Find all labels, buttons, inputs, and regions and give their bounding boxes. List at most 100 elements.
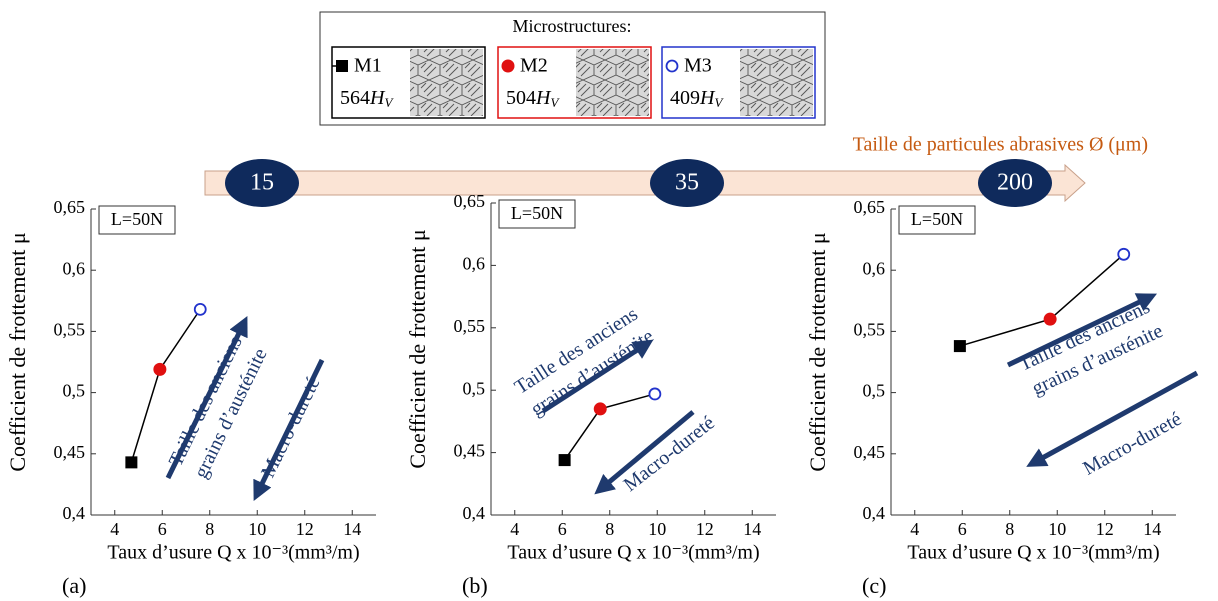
- point: [125, 456, 138, 469]
- x-tick-label: 6: [158, 519, 167, 539]
- y-tick-label: 0,4: [63, 503, 86, 523]
- size-bubble: [225, 159, 299, 207]
- legend-entry-frame: [661, 46, 816, 119]
- legend-name: M2: [520, 55, 548, 77]
- legend-name: M3: [684, 55, 712, 77]
- point: [593, 402, 607, 416]
- x-tick-label: 4: [110, 519, 119, 539]
- x-tick-label: 4: [510, 519, 519, 539]
- hardness-unit-sub: V: [714, 95, 724, 110]
- microstructure-image: [410, 49, 483, 116]
- y-tick-label: 0,55: [454, 316, 486, 336]
- x-tick-label: 12: [1096, 519, 1114, 539]
- annotation: Macro-dureté: [1079, 408, 1185, 480]
- size-arrow: [204, 163, 1086, 203]
- x-tick-label: 12: [696, 519, 714, 539]
- point: [558, 454, 571, 467]
- panel-label: (a): [62, 573, 86, 598]
- trend-arrow: [541, 339, 654, 414]
- point: [193, 302, 207, 316]
- x-tick-label: 10: [648, 519, 666, 539]
- x-tick-label: 14: [743, 519, 761, 539]
- trend-arrow: [1026, 370, 1199, 467]
- x-tick-label: 8: [205, 519, 214, 539]
- load-frame: [898, 205, 976, 235]
- y-tick-label: 0,45: [54, 442, 86, 462]
- legend-name: M1: [354, 55, 382, 77]
- marker: [665, 59, 679, 73]
- size-axis-label: Taille de particules abrasives Ø (μm): [853, 134, 1148, 156]
- x-tick-label: 10: [1048, 519, 1066, 539]
- panel-label: (b): [462, 573, 488, 598]
- hardness-unit-sub: V: [550, 95, 560, 110]
- size-bubble: [650, 159, 724, 207]
- y-tick-label: 0,6: [63, 258, 86, 278]
- annotation: Macro-dureté: [619, 412, 718, 496]
- y-tick-label: 0,65: [454, 191, 486, 211]
- hardness-unit-sub: V: [384, 95, 394, 110]
- point: [648, 387, 662, 401]
- x-axis-label: Taux d’usure Q x 10⁻³(mm³/m): [107, 542, 359, 564]
- legend-title: Microstructures:: [513, 16, 632, 36]
- trend-arrow: [165, 316, 248, 480]
- load-frame: [498, 199, 576, 229]
- y-tick-label: 0,55: [854, 320, 886, 340]
- load-frame: [98, 205, 176, 235]
- size-value: 200: [997, 170, 1033, 196]
- x-axis-label: Taux d’usure Q x 10⁻³(mm³/m): [507, 542, 759, 564]
- panel-label: (c): [862, 573, 886, 598]
- y-tick-label: 0,5: [63, 381, 86, 401]
- y-tick-label: 0,5: [463, 378, 486, 398]
- x-axis-label: Taux d’usure Q x 10⁻³(mm³/m): [907, 542, 1159, 564]
- point: [153, 362, 167, 376]
- x-tick-label: 6: [558, 519, 567, 539]
- annotation: Macro-dureté: [257, 374, 325, 482]
- hardness-value: 409: [670, 87, 700, 109]
- legend-hardness: 409HV: [670, 87, 724, 110]
- legend-entry-frame: [331, 46, 486, 119]
- legend-hardness: 504HV: [506, 87, 560, 110]
- x-tick-label: 14: [1143, 519, 1161, 539]
- trend-arrow: [594, 410, 695, 495]
- microstructure-image: [576, 49, 649, 116]
- y-tick-label: 0,45: [454, 441, 486, 461]
- x-tick-label: 12: [296, 519, 314, 539]
- marker: [501, 59, 515, 73]
- hardness-unit: H: [369, 87, 386, 109]
- microstructure-image: [740, 49, 813, 116]
- size-bubble: [978, 159, 1052, 207]
- y-tick-label: 0,55: [54, 320, 86, 340]
- x-tick-label: 6: [958, 519, 967, 539]
- x-tick-label: 14: [343, 519, 361, 539]
- y-tick-label: 0,65: [54, 197, 86, 217]
- y-tick-label: 0,6: [863, 258, 886, 278]
- hardness-value: 504: [506, 87, 536, 109]
- x-tick-label: 8: [605, 519, 614, 539]
- size-value: 15: [250, 170, 274, 196]
- y-axis-label: Coefficient de frottement μ: [805, 232, 830, 471]
- line: [564, 393, 656, 461]
- point: [953, 340, 966, 353]
- hardness-unit: H: [699, 87, 716, 109]
- hardness-unit: H: [535, 87, 552, 109]
- trend-arrow: [253, 358, 325, 501]
- load-label: L=50N: [911, 209, 963, 229]
- size-value: 35: [675, 170, 699, 196]
- x-tick-label: 10: [248, 519, 266, 539]
- legend-entry-frame: [497, 46, 652, 119]
- y-tick-label: 0,45: [854, 442, 886, 462]
- y-tick-label: 0,6: [463, 254, 486, 274]
- point: [1117, 247, 1131, 261]
- load-label: L=50N: [111, 209, 163, 229]
- x-tick-label: 8: [1005, 519, 1014, 539]
- hardness-value: 564: [340, 87, 370, 109]
- y-tick-label: 0,5: [863, 381, 886, 401]
- y-axis-label: Coefficient de frottement μ: [405, 229, 430, 468]
- legend-hardness: 564HV: [340, 87, 394, 110]
- trend-arrow: [1006, 293, 1158, 368]
- y-tick-label: 0,4: [863, 503, 886, 523]
- point: [1043, 312, 1057, 326]
- x-tick-label: 4: [910, 519, 919, 539]
